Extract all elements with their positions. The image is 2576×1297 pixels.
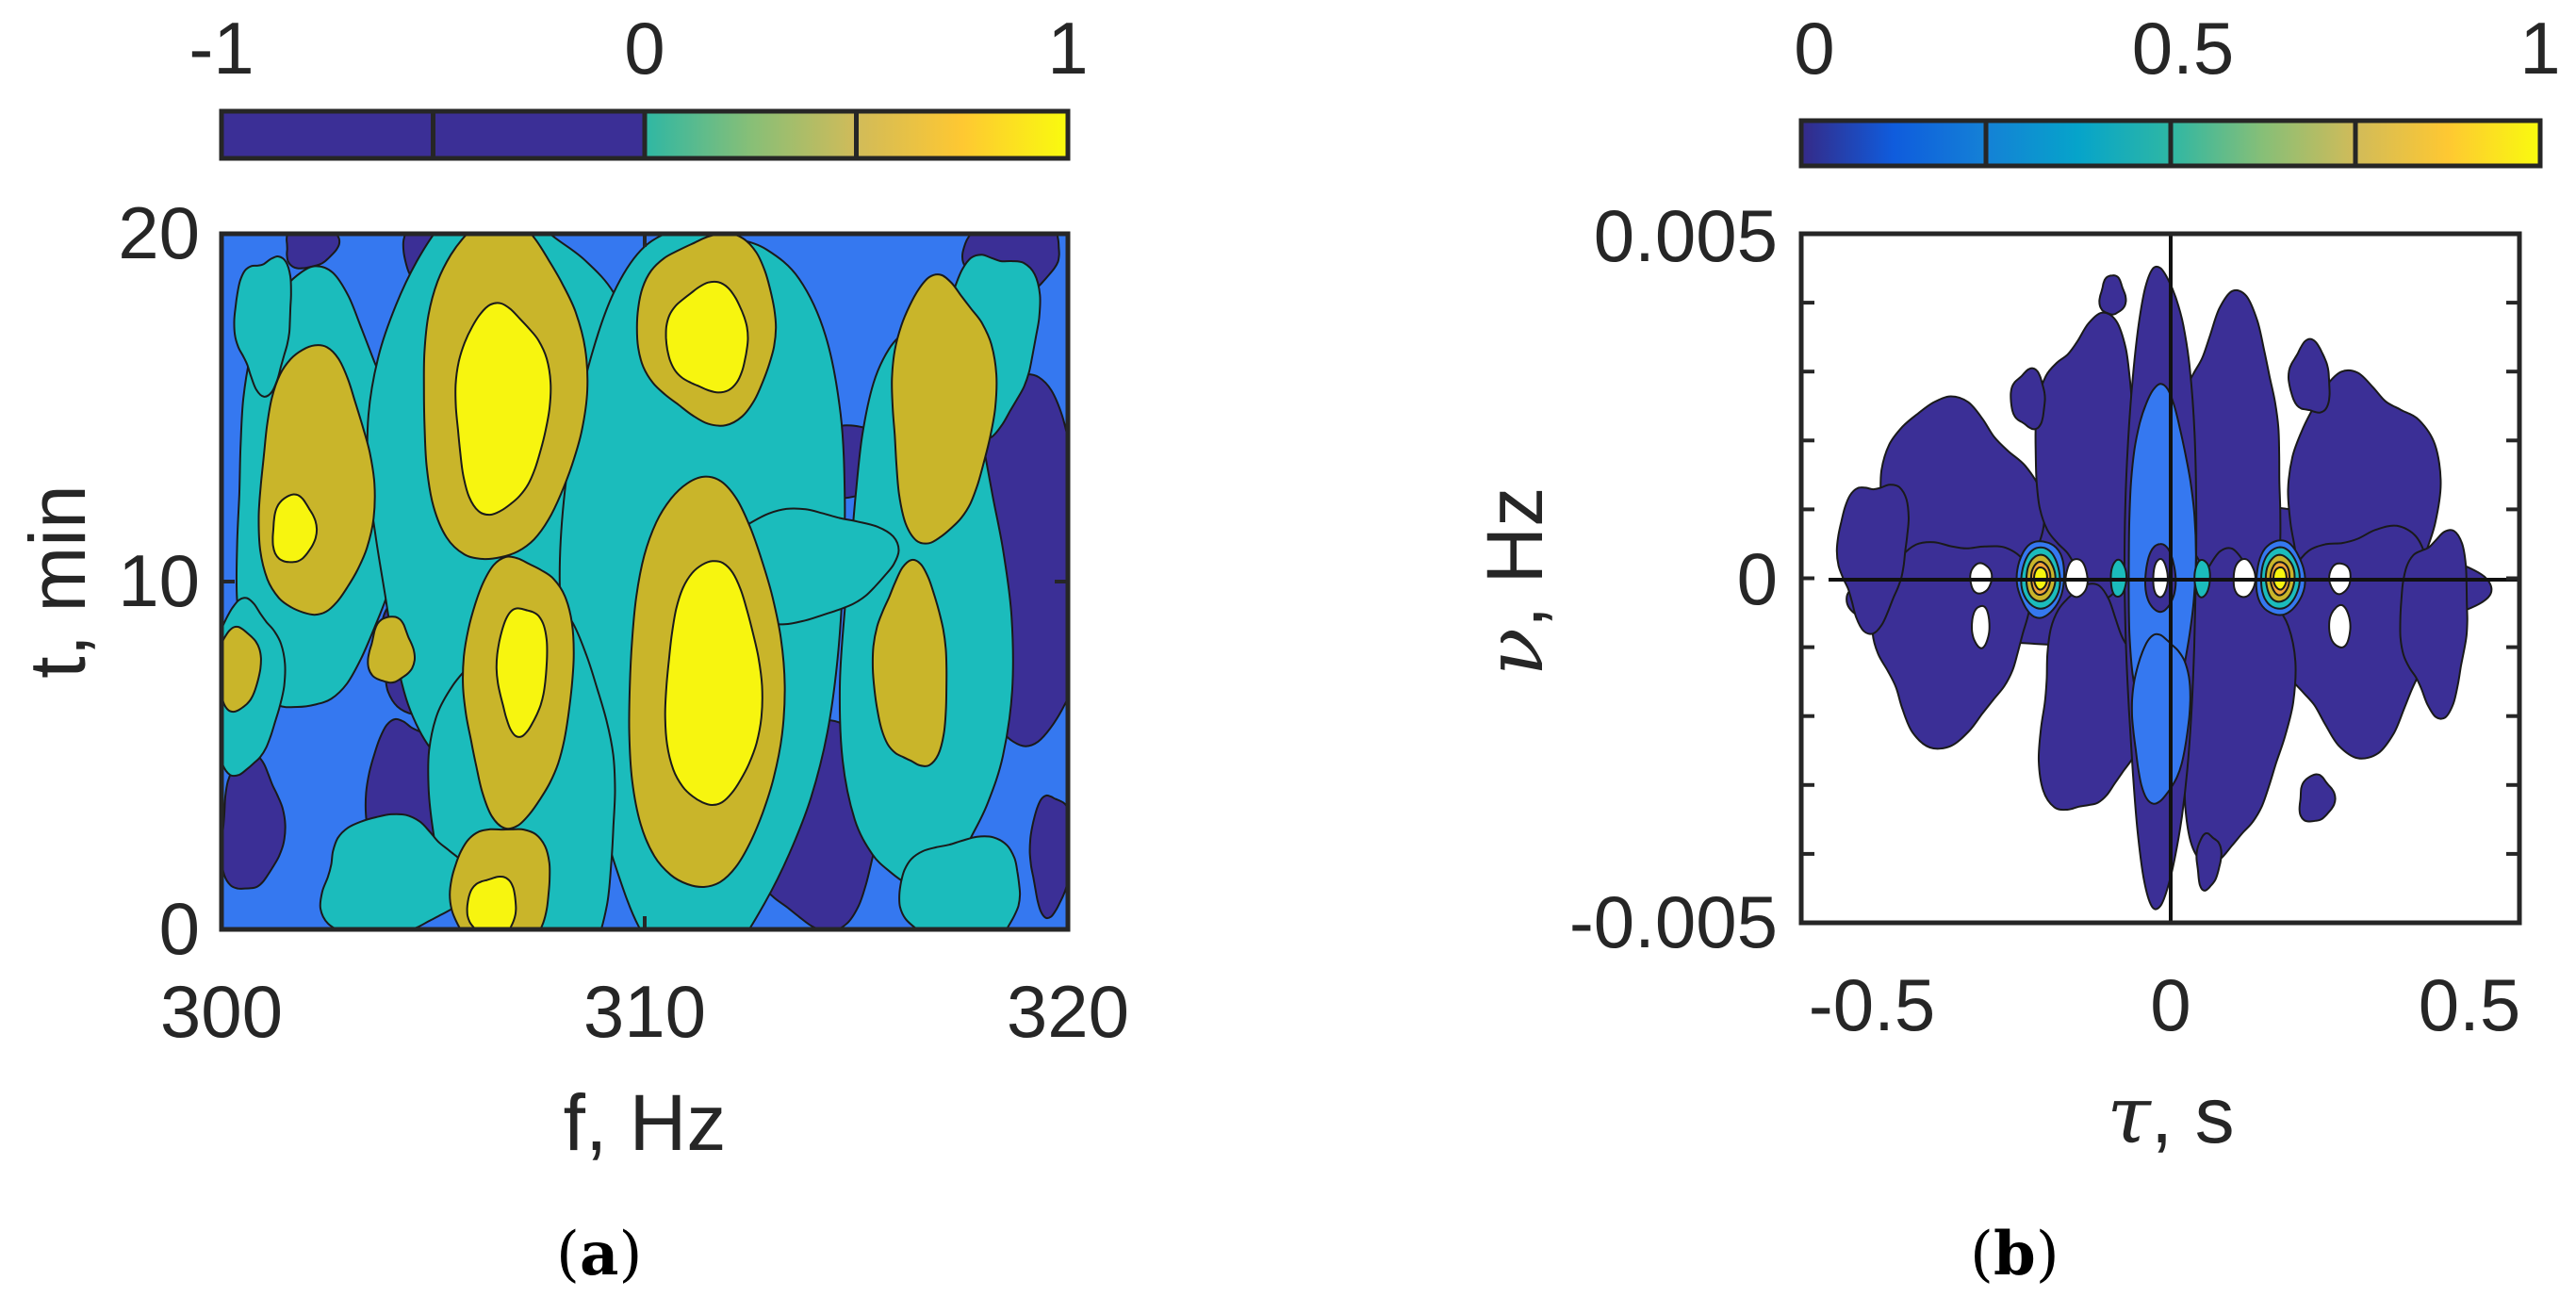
contours-b: [1835, 265, 2493, 911]
contour-b-level-low: [2195, 831, 2223, 892]
plot-area-a: [219, 231, 1071, 932]
panel-label-a: (a): [556, 1219, 642, 1289]
contour-b-level-low: [2037, 583, 2147, 812]
panel-a: -1 0 1 300 310 320 0 10 20 f, Hz t, min …: [13, 7, 1129, 1289]
contour-a-level-high: [891, 273, 998, 545]
colorbar-b-dividers: [1983, 121, 2358, 166]
x-axis-label-a: f, Hz: [564, 1078, 727, 1167]
y-axis-label-b: ν, Hz: [1468, 487, 1561, 676]
contour-b-level-mid: [2130, 632, 2191, 805]
x-tick-b-neg05: -0.5: [1809, 963, 1935, 1046]
contour-a-peak: [495, 607, 549, 738]
contour-b-zero-hole: [1970, 604, 1991, 649]
colorbar-b: 0 0.5 1: [1794, 7, 2561, 169]
colorbar-a: -1 0 1: [189, 7, 1089, 161]
x-tick-a-310: 310: [583, 970, 706, 1053]
contour-a-peak: [271, 493, 319, 564]
colorbar-a-tick-min: -1: [189, 7, 254, 90]
colorbar-b-tick-max: 1: [2519, 7, 2560, 90]
contour-b-level-low: [2399, 529, 2469, 720]
ticks-a: [222, 234, 1068, 929]
contour-a-level-high: [222, 625, 262, 714]
y-tick-a-20: 20: [118, 191, 200, 274]
contour-a-level-mid: [898, 835, 1022, 929]
x-tick-a-300: 300: [160, 970, 283, 1053]
y-tick-b-0: 0: [1737, 537, 1778, 620]
x-tick-a-320: 320: [1007, 970, 1129, 1053]
colorbar-b-frame: [1798, 118, 2543, 169]
y-tick-b-neg0005: -0.005: [1569, 880, 1778, 963]
colorbar-b-tick-mid: 0.5: [2132, 7, 2234, 90]
x-tick-b-0: 0: [2150, 963, 2190, 1046]
contour-a-low-region: [286, 234, 341, 270]
y-tick-a-10: 10: [118, 539, 200, 622]
contour-a-level-high: [871, 558, 948, 767]
panel-b: 0 0.5 1 -0.5 0 0.5 -0.005 0 0.005 τ, s ν…: [1468, 7, 2561, 1289]
x-axis-label-b: τ, s: [2107, 1069, 2234, 1161]
colorbar-a-frame: [219, 108, 1071, 161]
contour-a-peak: [665, 280, 749, 394]
contour-b-level-low: [2010, 367, 2046, 431]
y-tick-b-0005: 0.005: [1594, 194, 1778, 277]
colorbar-a-dividers: [222, 111, 859, 158]
contour-a-low-region: [1028, 794, 1068, 920]
ticks-b: [1801, 301, 2519, 856]
contour-b-zero-hole: [2328, 603, 2352, 648]
y-axis-label-a: t, min: [13, 484, 102, 678]
contour-a-peak: [466, 876, 517, 929]
colorbar-a-tick-mid: 0: [624, 7, 665, 90]
contour-a-level-mid: [319, 813, 472, 929]
contour-a-peak: [664, 560, 763, 807]
colorbar-a-tick-max: 1: [1047, 7, 1088, 90]
contour-b-level-low: [2098, 274, 2127, 316]
contours-a: [222, 234, 1068, 929]
contour-b-level-low: [2298, 773, 2337, 823]
contour-b-level-low: [1835, 484, 1911, 635]
x-tick-b-05: 0.5: [2419, 963, 2520, 1046]
y-tick-a-0: 0: [159, 887, 200, 970]
plot-area-b: [1798, 231, 2522, 926]
panel-label-b: (b): [1970, 1219, 2059, 1289]
colorbar-b-tick-min: 0: [1794, 7, 1834, 90]
contour-a-peak: [454, 302, 552, 517]
contour-a-level-high: [367, 616, 417, 684]
contour-b-level-low: [2287, 337, 2331, 414]
